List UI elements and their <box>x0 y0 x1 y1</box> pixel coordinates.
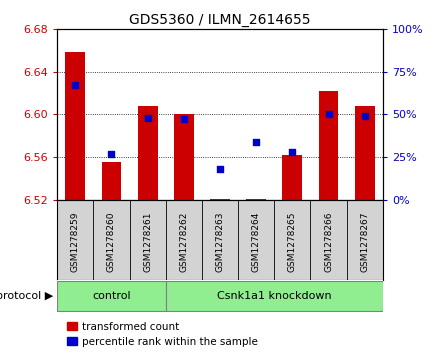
Point <box>325 111 332 117</box>
Bar <box>210 199 230 200</box>
Bar <box>166 281 383 310</box>
Bar <box>102 162 121 200</box>
Bar <box>319 91 338 200</box>
Text: GSM1278264: GSM1278264 <box>252 212 260 272</box>
Text: GSM1278262: GSM1278262 <box>180 212 188 272</box>
Point <box>180 117 187 122</box>
Point <box>361 113 368 119</box>
Point <box>108 151 115 156</box>
Text: protocol ▶: protocol ▶ <box>0 291 53 301</box>
Text: Csnk1a1 knockdown: Csnk1a1 knockdown <box>217 291 332 301</box>
Text: GSM1278260: GSM1278260 <box>107 212 116 272</box>
Text: GSM1278261: GSM1278261 <box>143 212 152 272</box>
Text: GSM1278266: GSM1278266 <box>324 212 333 272</box>
Legend: transformed count, percentile rank within the sample: transformed count, percentile rank withi… <box>62 317 262 351</box>
Text: GSM1278267: GSM1278267 <box>360 212 369 272</box>
Bar <box>355 106 375 200</box>
Bar <box>57 281 166 310</box>
Title: GDS5360 / ILMN_2614655: GDS5360 / ILMN_2614655 <box>129 13 311 26</box>
Bar <box>246 199 266 200</box>
Text: GSM1278265: GSM1278265 <box>288 212 297 272</box>
Point <box>216 166 224 172</box>
Text: GSM1278259: GSM1278259 <box>71 212 80 272</box>
Point <box>289 149 296 155</box>
Bar <box>282 155 302 200</box>
Point <box>72 82 79 88</box>
Bar <box>138 106 158 200</box>
Bar <box>174 114 194 200</box>
Point <box>144 115 151 121</box>
Text: control: control <box>92 291 131 301</box>
Point <box>253 139 260 144</box>
Text: GSM1278263: GSM1278263 <box>216 212 224 272</box>
Bar <box>66 53 85 200</box>
